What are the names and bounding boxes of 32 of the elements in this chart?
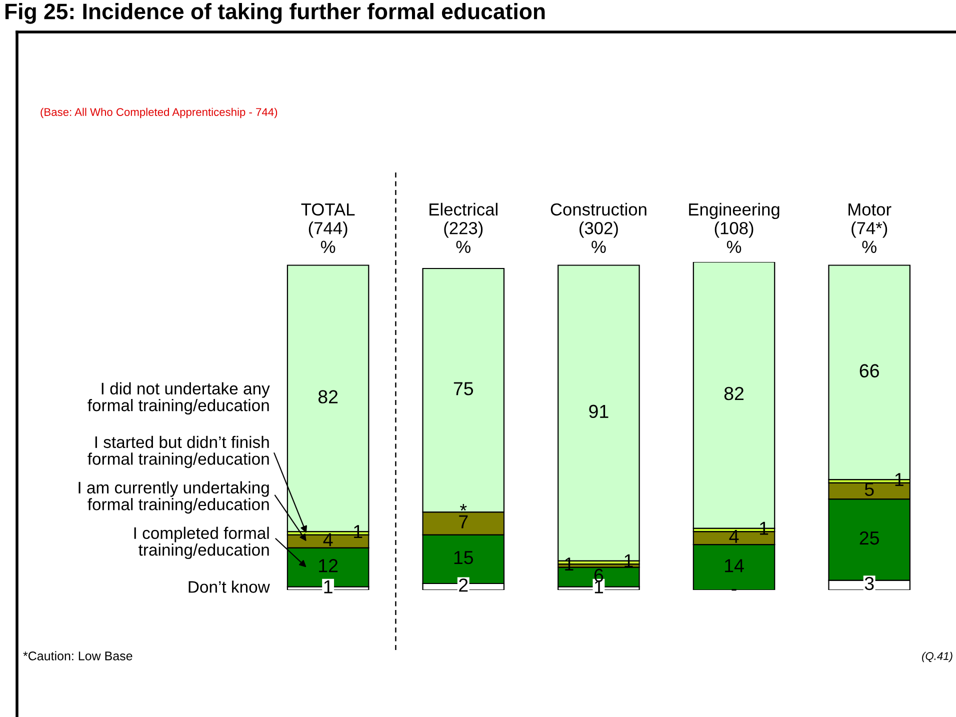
data-label: 7 xyxy=(459,515,468,528)
data-label: 15 xyxy=(454,551,474,564)
data-label: 5 xyxy=(864,482,874,496)
series-label: I am currently undertaking formal training/education xyxy=(78,481,269,514)
series-label: I did not undertake any formal training/education xyxy=(88,382,270,415)
data-label: 82 xyxy=(724,386,744,400)
chart-title: Fig 25: Incidence of taking further formal education xyxy=(5,3,545,24)
x-tick-label: Engineering (108) % xyxy=(689,202,780,253)
data-label: 2 xyxy=(459,578,468,592)
data-label: 1 xyxy=(594,580,603,594)
series-label: Don’t know xyxy=(188,580,270,593)
text: *Caution: Low Base xyxy=(23,651,132,660)
data-label: 4 xyxy=(323,533,333,546)
x-tick-label: Electrical (223) % xyxy=(430,202,498,253)
data-label: 91 xyxy=(589,404,608,418)
data-label: 66 xyxy=(860,364,879,378)
legend-label: I completed formal training/education xyxy=(134,526,269,560)
text: I started but didn’t finish formal training/education xyxy=(88,436,269,468)
x-tick-label: Motor (74*) % xyxy=(848,204,892,253)
data-label: 25 xyxy=(860,531,879,545)
data-label: 12 xyxy=(319,559,338,572)
annotation: * xyxy=(460,504,467,511)
x-tick-label: Construction (302) % xyxy=(550,202,646,253)
text: (Base: All Who Completed Apprenticeship - 744) xyxy=(40,108,278,118)
data-label: 75 xyxy=(454,382,474,396)
data-label: 14 xyxy=(725,559,744,572)
x-tick-label: TOTAL (744) % xyxy=(301,203,355,253)
data-label: 1 xyxy=(324,580,332,594)
data-label: 3 xyxy=(864,576,874,590)
data-label: 82 xyxy=(318,390,338,404)
text: (Q.41) xyxy=(922,652,952,662)
data-label: 6 xyxy=(594,568,604,582)
